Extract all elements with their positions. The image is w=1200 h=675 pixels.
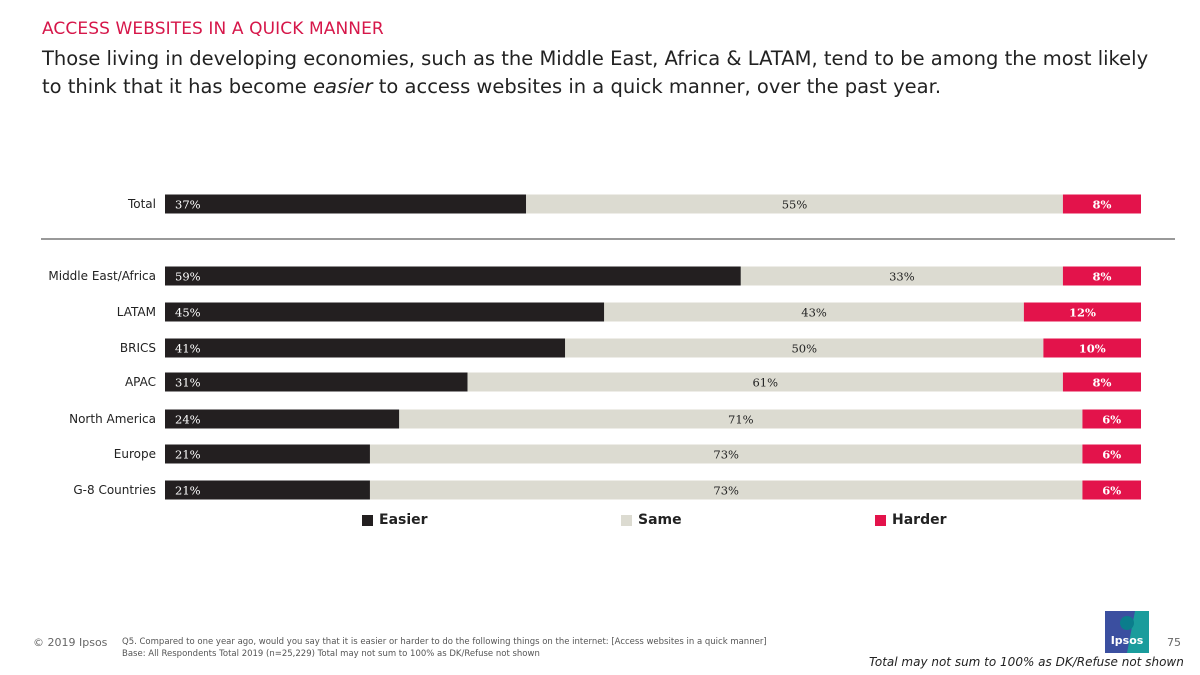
footnote-base: Base: All Respondents Total 2019 (n=25,2… xyxy=(122,649,540,659)
legend-label-same: Same xyxy=(638,512,682,528)
category-label-g-8-countries: G-8 Countries xyxy=(73,483,156,497)
footnote-question: Q5. Compared to one year ago, would you … xyxy=(122,637,767,647)
value-label-harder-europe: 6% xyxy=(1102,448,1121,462)
stacked-bar-chart: Total 37% 55% 8% Middle East/Africa 59% 33% 8% L… xyxy=(41,194,1175,500)
bar-easier-total xyxy=(165,194,527,214)
bar-easier-north-america xyxy=(165,409,400,429)
bar-same-latam xyxy=(604,302,1024,322)
legend-item-harder: Harder xyxy=(875,512,947,528)
value-label-harder-middle-east-africa: 8% xyxy=(1092,270,1111,284)
bar-harder-europe xyxy=(1082,444,1141,464)
ipsos-logo-text: Ipsos xyxy=(1110,634,1144,647)
bar-same-middle-east-africa xyxy=(740,266,1063,286)
value-label-easier-total: 37% xyxy=(175,198,201,212)
value-label-same-total: 55% xyxy=(782,198,808,212)
category-label-north-america: North America xyxy=(69,412,156,426)
bar-harder-north-america xyxy=(1082,409,1141,429)
value-label-harder-latam: 12% xyxy=(1069,306,1096,320)
value-label-harder-g-8-countries: 6% xyxy=(1102,484,1121,498)
value-label-harder-north-america: 6% xyxy=(1102,413,1121,427)
section-kicker: ACCESS WEBSITES IN A QUICK MANNER xyxy=(42,19,384,39)
value-label-harder-brics: 10% xyxy=(1079,342,1106,356)
legend-swatch-easier xyxy=(362,514,373,526)
value-label-same-latam: 43% xyxy=(801,306,827,320)
copyright: © 2019 Ipsos xyxy=(33,636,108,649)
value-label-same-brics: 50% xyxy=(791,342,817,356)
value-label-same-europe: 73% xyxy=(713,448,739,462)
footnote: Q5. Compared to one year ago, would you … xyxy=(122,636,767,660)
bar-harder-brics xyxy=(1043,338,1141,358)
bar-same-g-8-countries xyxy=(369,480,1083,500)
chart-legend: Easier Same Harder xyxy=(0,512,1200,536)
legend-item-easier: Easier xyxy=(362,512,428,528)
value-label-same-middle-east-africa: 33% xyxy=(889,270,915,284)
bar-same-brics xyxy=(565,338,1044,358)
bar-harder-latam xyxy=(1023,302,1141,322)
headline-text-start: Those living in developing economies, su… xyxy=(42,47,1149,98)
category-label-latam: LATAM xyxy=(117,305,156,319)
category-label-brics: BRICS xyxy=(120,341,156,355)
bar-harder-total xyxy=(1062,194,1141,214)
total-note: Total may not sum to 100% as DK/Refuse n… xyxy=(869,655,1184,669)
category-label-apac: APAC xyxy=(125,375,156,389)
value-label-same-apac: 61% xyxy=(752,376,778,390)
legend-swatch-same xyxy=(621,514,632,526)
legend-item-same: Same xyxy=(621,512,682,528)
legend-label-easier: Easier xyxy=(379,512,428,528)
bar-harder-middle-east-africa xyxy=(1062,266,1141,286)
value-label-easier-latam: 45% xyxy=(175,306,201,320)
bar-harder-apac xyxy=(1062,372,1141,392)
page-number: 75 xyxy=(1167,636,1181,649)
bar-easier-latam xyxy=(165,302,605,322)
headline: Those living in developing economies, su… xyxy=(42,45,1172,101)
bar-same-north-america xyxy=(399,409,1083,429)
headline-emphasis: easier xyxy=(313,75,373,98)
value-label-harder-apac: 8% xyxy=(1092,376,1111,390)
value-label-easier-brics: 41% xyxy=(175,342,201,356)
bar-easier-brics xyxy=(165,338,566,358)
value-label-easier-g-8-countries: 21% xyxy=(175,484,201,498)
category-label-europe: Europe xyxy=(114,447,156,461)
bar-easier-apac xyxy=(165,372,468,392)
bar-easier-g-8-countries xyxy=(165,480,370,500)
value-label-easier-europe: 21% xyxy=(175,448,201,462)
bar-same-apac xyxy=(467,372,1063,392)
legend-swatch-harder xyxy=(875,514,886,526)
ipsos-logo xyxy=(1105,611,1149,653)
value-label-same-g-8-countries: 73% xyxy=(713,484,739,498)
bar-easier-europe xyxy=(165,444,370,464)
value-label-easier-apac: 31% xyxy=(175,376,201,390)
headline-text-end: to access websites in a quick manner, ov… xyxy=(372,75,942,98)
category-label-middle-east-africa: Middle East/Africa xyxy=(48,269,156,283)
value-label-same-north-america: 71% xyxy=(728,413,754,427)
value-label-harder-total: 8% xyxy=(1092,198,1111,212)
bar-same-europe xyxy=(369,444,1083,464)
value-label-easier-north-america: 24% xyxy=(175,413,201,427)
category-label-total: Total xyxy=(127,197,156,211)
value-label-easier-middle-east-africa: 59% xyxy=(175,270,201,284)
legend-label-harder: Harder xyxy=(892,512,947,528)
bar-easier-middle-east-africa xyxy=(165,266,741,286)
bar-same-total xyxy=(526,194,1063,214)
bar-harder-g-8-countries xyxy=(1082,480,1141,500)
